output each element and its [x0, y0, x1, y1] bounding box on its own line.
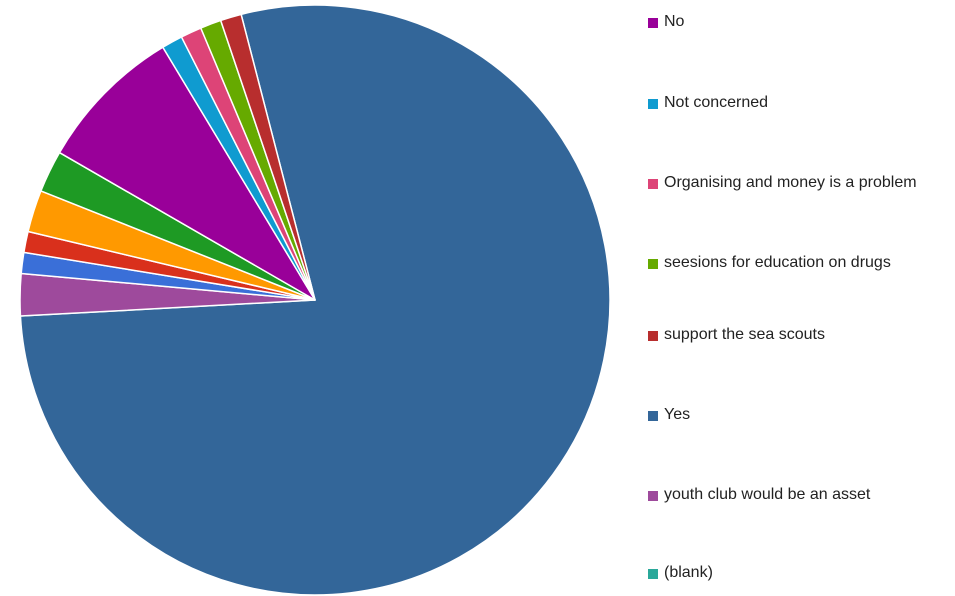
legend-label: Not concerned	[664, 94, 769, 111]
legend-label: support the sea scouts	[664, 326, 825, 343]
legend-swatch	[648, 179, 658, 189]
pie-slice-support-the-sea-scouts	[219, 13, 316, 301]
legend-swatch	[648, 331, 658, 341]
legend-swatch	[648, 99, 658, 109]
legend-swatch	[648, 411, 658, 421]
legend-label: Yes	[664, 406, 691, 423]
legend-swatch	[648, 491, 658, 501]
pie-slice-no	[58, 46, 316, 301]
legend-swatch	[648, 569, 658, 579]
legend-swatch	[648, 18, 658, 28]
chart-legend: No Not concerned Organising and money is a…	[648, 0, 955, 596]
legend-label: Organising and money is a problem	[664, 174, 917, 191]
legend-label: (blank)	[664, 564, 713, 581]
legend-label: youth club would be an asset	[664, 486, 871, 503]
pie-chart	[19, 4, 611, 596]
legend-label: seesions for education on drugs	[664, 254, 891, 271]
legend-swatch	[648, 259, 658, 269]
legend-label: No	[664, 13, 685, 30]
